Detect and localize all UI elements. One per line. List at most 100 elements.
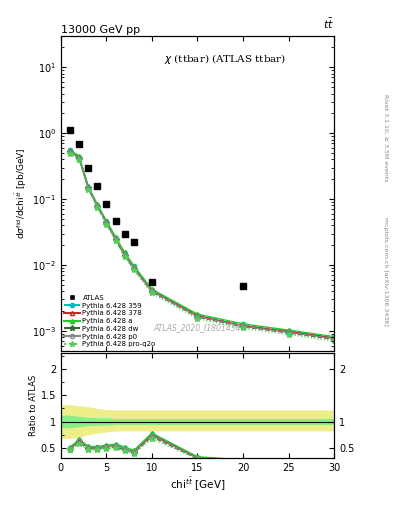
Pythia 6.428 359 <box>195 312 200 318</box>
ATLAS <box>77 141 81 147</box>
Pythia 6.428 dw <box>241 324 245 330</box>
Pythia 6.428 pro-q2o <box>286 331 291 337</box>
Legend: ATLAS, Pythia 6.428 359, Pythia 6.428 378, Pythia 6.428 a, Pythia 6.428 dw, Pyth: ATLAS, Pythia 6.428 359, Pythia 6.428 37… <box>63 293 157 349</box>
ATLAS <box>113 218 118 224</box>
Pythia 6.428 pro-q2o <box>122 254 127 260</box>
Pythia 6.428 p0 <box>95 203 100 209</box>
Pythia 6.428 pro-q2o <box>131 267 136 273</box>
Pythia 6.428 359 <box>68 147 72 154</box>
ATLAS <box>131 239 136 245</box>
Pythia 6.428 p0 <box>131 265 136 271</box>
Pythia 6.428 359 <box>150 287 154 293</box>
Pythia 6.428 378 <box>86 184 90 190</box>
Pythia 6.428 378 <box>77 154 81 160</box>
Pythia 6.428 a <box>95 201 100 207</box>
Pythia 6.428 a <box>286 327 291 333</box>
Line: Pythia 6.428 dw: Pythia 6.428 dw <box>67 150 337 343</box>
Pythia 6.428 378 <box>68 148 72 154</box>
Pythia 6.428 378 <box>332 335 336 341</box>
Text: Rivet 3.1.10, ≥ 3.5M events: Rivet 3.1.10, ≥ 3.5M events <box>383 95 388 182</box>
Pythia 6.428 pro-q2o <box>95 205 100 211</box>
Pythia 6.428 p0 <box>86 185 90 191</box>
X-axis label: chi$^{t\bar{t}}$ [GeV]: chi$^{t\bar{t}}$ [GeV] <box>170 476 225 493</box>
Pythia 6.428 359 <box>332 334 336 340</box>
Pythia 6.428 dw <box>77 156 81 162</box>
ATLAS <box>68 127 72 134</box>
Pythia 6.428 378 <box>95 202 100 208</box>
Y-axis label: d$\sigma^{\rm fid}$/dchi$^{t\bar{t}}$ [pb/GeV]: d$\sigma^{\rm fid}$/dchi$^{t\bar{t}}$ [p… <box>14 147 29 239</box>
Line: Pythia 6.428 p0: Pythia 6.428 p0 <box>68 150 336 341</box>
Text: ATLAS_2020_I1801434: ATLAS_2020_I1801434 <box>154 323 241 332</box>
Pythia 6.428 dw <box>86 185 90 191</box>
Pythia 6.428 dw <box>95 203 100 209</box>
Pythia 6.428 p0 <box>77 155 81 161</box>
ATLAS <box>122 230 127 237</box>
ATLAS <box>241 283 245 289</box>
Text: 13000 GeV pp: 13000 GeV pp <box>61 25 140 35</box>
Pythia 6.428 359 <box>95 202 100 208</box>
Pythia 6.428 378 <box>150 287 154 293</box>
ATLAS <box>95 183 100 189</box>
Pythia 6.428 p0 <box>104 220 109 226</box>
ATLAS <box>150 279 154 285</box>
Pythia 6.428 a <box>241 321 245 327</box>
Line: Pythia 6.428 a: Pythia 6.428 a <box>68 147 336 338</box>
Pythia 6.428 dw <box>332 336 336 343</box>
Pythia 6.428 pro-q2o <box>150 290 154 296</box>
Pythia 6.428 359 <box>241 322 245 328</box>
Pythia 6.428 dw <box>150 289 154 295</box>
Pythia 6.428 378 <box>286 328 291 334</box>
Line: Pythia 6.428 359: Pythia 6.428 359 <box>68 148 336 339</box>
Pythia 6.428 pro-q2o <box>68 151 72 157</box>
Pythia 6.428 pro-q2o <box>332 338 336 344</box>
Line: Pythia 6.428 378: Pythia 6.428 378 <box>68 148 336 340</box>
Y-axis label: Ratio to ATLAS: Ratio to ATLAS <box>29 375 38 436</box>
Pythia 6.428 a <box>195 311 200 317</box>
Pythia 6.428 a <box>68 147 72 153</box>
Pythia 6.428 p0 <box>241 323 245 329</box>
Pythia 6.428 p0 <box>113 236 118 242</box>
Pythia 6.428 359 <box>104 218 109 224</box>
Line: ATLAS: ATLAS <box>67 127 246 289</box>
Text: mcplots.cern.ch [arXiv:1306.3436]: mcplots.cern.ch [arXiv:1306.3436] <box>383 217 388 326</box>
Pythia 6.428 pro-q2o <box>86 187 90 193</box>
Pythia 6.428 dw <box>104 220 109 226</box>
Pythia 6.428 378 <box>241 323 245 329</box>
Pythia 6.428 378 <box>122 251 127 258</box>
Pythia 6.428 p0 <box>332 336 336 342</box>
Pythia 6.428 378 <box>131 264 136 270</box>
Pythia 6.428 a <box>77 153 81 159</box>
Pythia 6.428 a <box>86 183 90 189</box>
Pythia 6.428 dw <box>113 237 118 243</box>
Pythia 6.428 dw <box>122 253 127 259</box>
ATLAS <box>86 164 90 170</box>
Pythia 6.428 dw <box>195 314 200 320</box>
Pythia 6.428 pro-q2o <box>195 315 200 322</box>
Pythia 6.428 pro-q2o <box>113 238 118 244</box>
Pythia 6.428 359 <box>86 183 90 189</box>
Pythia 6.428 a <box>104 218 109 224</box>
Line: Pythia 6.428 pro-q2o: Pythia 6.428 pro-q2o <box>67 151 337 344</box>
Pythia 6.428 p0 <box>150 288 154 294</box>
Pythia 6.428 a <box>113 233 118 240</box>
Pythia 6.428 p0 <box>122 252 127 258</box>
Pythia 6.428 378 <box>104 219 109 225</box>
Pythia 6.428 a <box>131 263 136 269</box>
Pythia 6.428 359 <box>131 263 136 269</box>
Text: $\chi$ (ttbar) (ATLAS ttbar): $\chi$ (ttbar) (ATLAS ttbar) <box>164 52 286 66</box>
Pythia 6.428 359 <box>113 234 118 241</box>
Pythia 6.428 p0 <box>195 313 200 319</box>
Pythia 6.428 dw <box>286 330 291 336</box>
Pythia 6.428 a <box>122 249 127 255</box>
Pythia 6.428 a <box>332 333 336 339</box>
Pythia 6.428 dw <box>131 266 136 272</box>
ATLAS <box>104 201 109 207</box>
Pythia 6.428 a <box>150 286 154 292</box>
Pythia 6.428 pro-q2o <box>241 325 245 331</box>
Pythia 6.428 p0 <box>286 329 291 335</box>
Pythia 6.428 dw <box>68 150 72 156</box>
Pythia 6.428 pro-q2o <box>104 222 109 228</box>
Pythia 6.428 p0 <box>68 149 72 155</box>
Pythia 6.428 378 <box>113 236 118 242</box>
Pythia 6.428 359 <box>122 250 127 257</box>
